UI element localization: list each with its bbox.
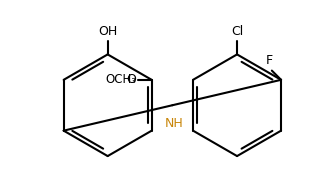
Text: NH: NH	[165, 117, 184, 130]
Text: OCH₃: OCH₃	[105, 73, 136, 86]
Text: Cl: Cl	[231, 25, 243, 38]
Text: F: F	[266, 54, 273, 67]
Text: OH: OH	[98, 25, 117, 38]
Text: O: O	[126, 73, 136, 86]
